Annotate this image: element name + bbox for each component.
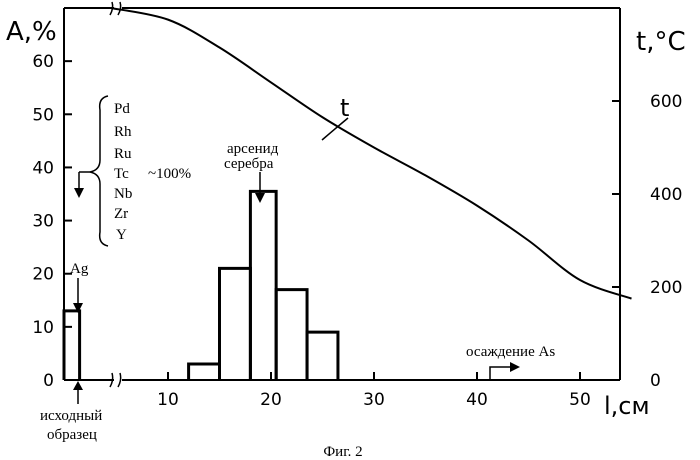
left-axis-ticks: 0 10 20 30 40 50 60 <box>32 52 72 391</box>
ag-label: Ag <box>70 261 89 277</box>
histogram-bar <box>307 332 338 380</box>
ag-annotation: Ag <box>70 261 89 313</box>
left-tick-label: 30 <box>32 212 54 232</box>
brace-arrow-head <box>74 188 84 198</box>
source-arrow-head <box>73 381 83 390</box>
deposition-label: осаждение As <box>466 344 555 360</box>
element-nb: Nb <box>114 186 132 202</box>
deposition-arrow-head <box>510 362 520 372</box>
histogram-bars <box>64 191 338 380</box>
temperature-curve <box>111 8 632 299</box>
elements-value: ~100% <box>148 166 191 182</box>
right-tick-label: 600 <box>650 92 682 112</box>
histogram-bar <box>189 364 220 380</box>
source-line2: образец <box>47 427 97 443</box>
element-rh: Rh <box>114 124 132 140</box>
right-tick-label: 400 <box>650 185 682 205</box>
right-axis-ticks: 0 200 400 600 <box>612 92 682 391</box>
histogram-bar <box>276 290 307 380</box>
left-tick-label: 20 <box>32 265 54 285</box>
source-line1: исходный <box>40 408 102 424</box>
histogram-bar <box>64 311 80 380</box>
left-tick-label: 10 <box>32 318 54 338</box>
element-tc: Tc <box>114 166 129 182</box>
element-pd: Pd <box>114 101 130 117</box>
bottom-axis-ticks: 10 20 30 40 50 <box>157 372 591 410</box>
bottom-tick-label: 50 <box>569 390 591 410</box>
bottom-tick-label: 30 <box>363 390 385 410</box>
bottom-tick-label: 40 <box>466 390 488 410</box>
left-tick-label: 60 <box>32 52 54 72</box>
left-tick-label: 0 <box>43 371 54 391</box>
arsenide-arrow-head <box>255 193 265 203</box>
curve-label-leader <box>322 118 348 140</box>
left-tick-label: 50 <box>32 105 54 125</box>
right-tick-label: 0 <box>650 371 661 391</box>
left-tick-label: 40 <box>32 158 54 178</box>
deposition-annotation: осаждение As <box>466 344 555 380</box>
figure-caption: Фиг. 2 <box>323 444 362 460</box>
histogram-bar <box>220 268 251 380</box>
x-axis-label: l,см <box>604 392 650 420</box>
temperature-curve-group <box>111 8 632 299</box>
element-y: Y <box>116 227 127 243</box>
element-zr: Zr <box>114 206 128 222</box>
histogram-bar <box>250 191 276 380</box>
element-brace <box>90 96 108 246</box>
element-list: Pd Rh Ru Tc Nb Zr Y ~100% <box>74 96 191 246</box>
curve-label: t <box>340 94 349 122</box>
right-tick-label: 200 <box>650 278 682 298</box>
element-ru: Ru <box>114 146 132 162</box>
arsenide-line2: серебра <box>224 156 274 172</box>
arsenide-line1: арсенид <box>227 141 279 157</box>
bottom-tick-label: 20 <box>260 390 282 410</box>
y-left-axis-label: A,% <box>6 17 57 47</box>
bottom-tick-label: 10 <box>157 390 179 410</box>
y-right-axis-label: t,°C <box>636 27 686 57</box>
